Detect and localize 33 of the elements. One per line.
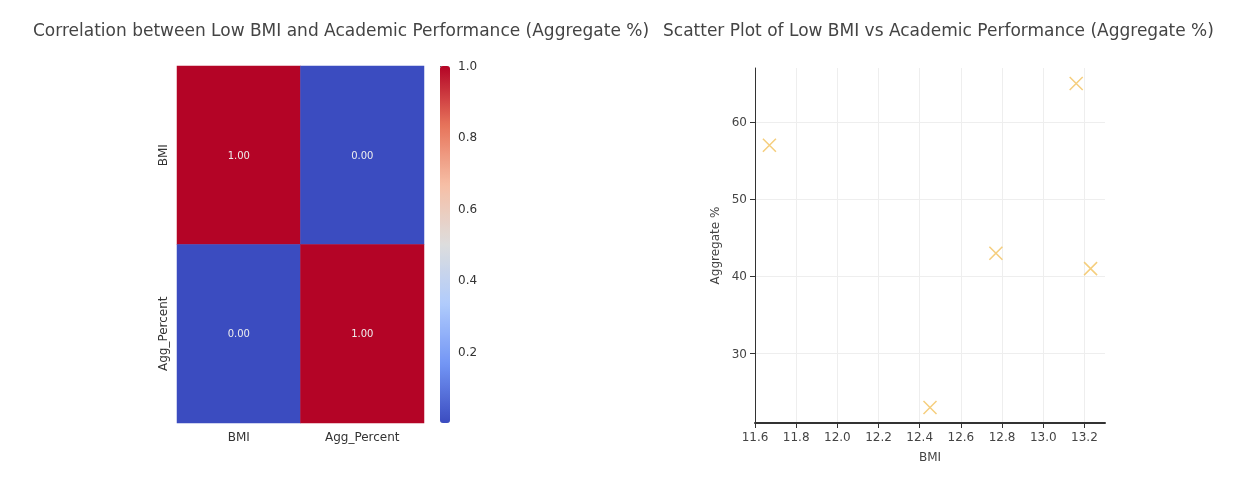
color-bar-label: 0.8: [458, 130, 478, 145]
color-bar-label: 0.2: [458, 344, 478, 359]
y-tick-label: 50: [731, 192, 747, 207]
point: [1068, 76, 1084, 91]
data-label: 1.00: [351, 328, 374, 340]
data-label: 0.00: [351, 149, 374, 161]
y-tick-label: 30: [731, 346, 747, 361]
point: [1083, 261, 1098, 276]
color-bar-label: 0.4: [458, 273, 478, 288]
chart-title: Scatter Plot of Low BMI vs Academic Performance (Aggregate %): [663, 19, 1214, 40]
data-label: 0.00: [227, 328, 250, 340]
x-tick-label: 13.0: [1029, 430, 1057, 444]
x-tick-label: 13.2: [1071, 430, 1098, 444]
x-axis-title: BMI: [918, 450, 942, 464]
point: [988, 245, 1004, 261]
x-tick-label: 11.8: [782, 430, 810, 444]
color-bar-label: 0.6: [458, 201, 478, 216]
x-tick-label: 12.8: [988, 430, 1016, 444]
point: [762, 137, 777, 153]
y-tick-label: 60: [731, 115, 747, 130]
y-axis-title: Aggregate %: [707, 206, 722, 285]
x-tick-label: 12.2: [865, 430, 892, 444]
y-tick-label: 40: [731, 269, 747, 284]
point: [922, 400, 938, 415]
x-tick-label: 12.4: [906, 430, 934, 444]
data-label: 1.00: [227, 149, 250, 161]
x-tick-label: 12.6: [947, 430, 975, 444]
x-tick-label: BMI: [227, 430, 250, 444]
x-tick-label: 11.6: [741, 430, 769, 444]
chart-title: Correlation between Low BMI and Academic Performance (Aggregate %): [33, 19, 650, 40]
color-bar-label: 1.0: [458, 59, 478, 73]
x-tick-label: Agg_Percent: [324, 430, 400, 444]
x-tick-label: 12.0: [823, 430, 851, 444]
